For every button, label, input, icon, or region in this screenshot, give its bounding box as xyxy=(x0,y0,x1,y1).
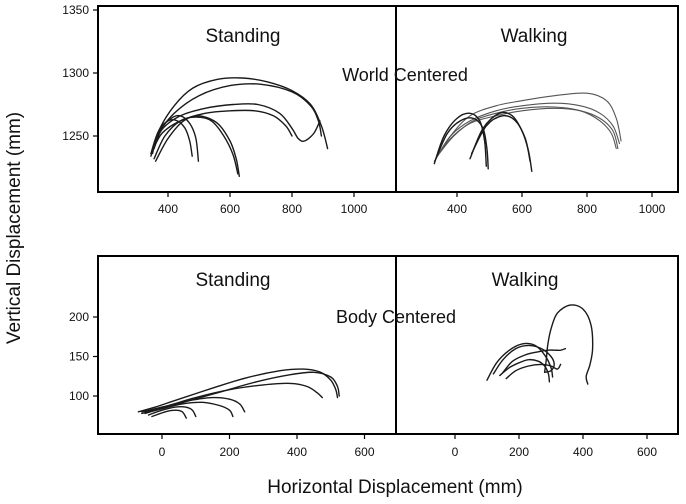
trace-world-walking-1 xyxy=(433,92,622,162)
bottom-y-axis: 100 150 200 xyxy=(69,310,98,403)
trace-world-walking-6 xyxy=(435,117,489,170)
top-chart-frame xyxy=(97,5,679,193)
y-tick-label: 150 xyxy=(69,350,89,364)
bottom-left-panel-label: Standing xyxy=(195,270,270,291)
x-tick-label: 400 xyxy=(158,202,178,216)
trace-world-standing-4 xyxy=(151,109,293,152)
trace-body-walking-4 xyxy=(505,363,562,380)
x-tick-label: 600 xyxy=(220,202,240,216)
trace-body-standing-5 xyxy=(144,401,234,418)
x-tick-label: 600 xyxy=(354,445,374,459)
x-axis-title: Horizontal Displacement (mm) xyxy=(267,477,523,498)
top-traces xyxy=(150,77,622,177)
trace-body-standing-7 xyxy=(151,409,187,419)
top-right-panel-label: Walking xyxy=(501,26,568,47)
trace-body-standing-6 xyxy=(147,405,197,418)
trace-world-standing-6 xyxy=(154,115,240,177)
y-tick-label: 100 xyxy=(69,389,89,403)
y-tick-label: 1300 xyxy=(62,66,89,80)
bottom-right-panel-label: Walking xyxy=(492,270,559,291)
top-y-axis: 1250 1300 1350 xyxy=(62,3,98,143)
x-tick-label: 0 xyxy=(452,445,459,459)
x-tick-label: 400 xyxy=(447,202,467,216)
x-tick-label: 400 xyxy=(287,445,307,459)
x-tick-label: 200 xyxy=(219,445,239,459)
y-tick-label: 200 xyxy=(69,310,89,324)
trace-world-standing-8 xyxy=(151,119,193,157)
top-chart-title: World Centered xyxy=(342,65,468,85)
trace-body-walking-2 xyxy=(492,344,555,375)
trace-world-standing-3 xyxy=(153,102,321,150)
bottom-chart-title: Body Centered xyxy=(336,307,456,327)
x-tick-label: 400 xyxy=(573,445,593,459)
bottom-x-axis: 0 200 400 600 0 200 400 600 xyxy=(159,434,657,459)
trace-body-walking-6 xyxy=(543,304,594,385)
x-tick-label: 800 xyxy=(282,202,302,216)
x-tick-label: 200 xyxy=(509,445,529,459)
trace-body-standing-1 xyxy=(137,368,339,413)
body-centered-chart: Standing Walking Body Centered 100 150 200… xyxy=(69,255,679,459)
trace-body-walking-5 xyxy=(499,358,551,383)
trace-world-walking-2 xyxy=(435,102,621,160)
world-centered-chart: Standing Walking World Centered 1250 1300… xyxy=(62,3,679,216)
trace-world-walking-5 xyxy=(433,112,487,167)
trace-body-walking-3 xyxy=(502,347,567,373)
x-tick-label: 800 xyxy=(577,202,597,216)
x-tick-label: 600 xyxy=(637,445,657,459)
x-tick-label: 1000 xyxy=(341,202,368,216)
x-tick-label: 1000 xyxy=(639,202,666,216)
x-tick-label: 600 xyxy=(512,202,532,216)
trace-world-standing-5 xyxy=(153,116,239,175)
top-left-panel-label: Standing xyxy=(205,26,280,47)
trace-body-standing-4 xyxy=(141,396,246,413)
top-x-axis: 400 600 800 1000 400 600 800 1000 xyxy=(158,192,666,216)
y-tick-label: 1250 xyxy=(62,129,89,143)
bottom-chart-frame xyxy=(97,255,679,435)
y-axis-title: Vertical Displacement (mm) xyxy=(4,112,25,344)
bottom-traces xyxy=(137,304,594,419)
trace-body-walking-1 xyxy=(486,342,554,381)
x-tick-label: 0 xyxy=(159,445,166,459)
trace-world-walking-4 xyxy=(438,106,617,155)
y-tick-label: 1350 xyxy=(62,3,89,17)
trace-world-walking-8 xyxy=(470,114,531,162)
